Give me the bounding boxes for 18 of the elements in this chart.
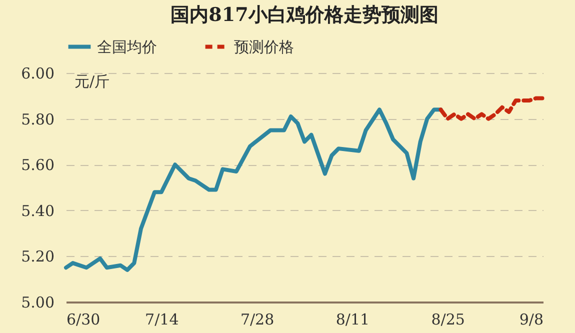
y-tick-label: 5.40 [21, 202, 54, 220]
legend-label: 预测价格 [234, 38, 294, 56]
y-tick-label: 5.20 [21, 248, 54, 266]
line-series [64, 108, 443, 272]
y-axis-title: 元/斤 [74, 72, 110, 90]
x-tick-label: 8/11 [336, 310, 370, 328]
y-tick-label: 6.00 [21, 64, 54, 82]
legend-label: 全国均价 [97, 38, 157, 56]
y-tick-label: 5.80 [21, 110, 54, 128]
x-tick-label: 8/25 [431, 310, 465, 328]
x-tick-label: 9/8 [519, 310, 544, 328]
y-tick-label: 5.60 [21, 156, 54, 174]
x-tick-label: 6/30 [66, 310, 100, 328]
y-tick-label: 5.00 [21, 294, 54, 312]
chart-title: 国内817小白鸡价格走势预测图 [170, 4, 438, 26]
line-series [438, 96, 545, 121]
x-tick-label: 7/14 [145, 310, 179, 328]
x-tick-label: 7/28 [240, 310, 274, 328]
